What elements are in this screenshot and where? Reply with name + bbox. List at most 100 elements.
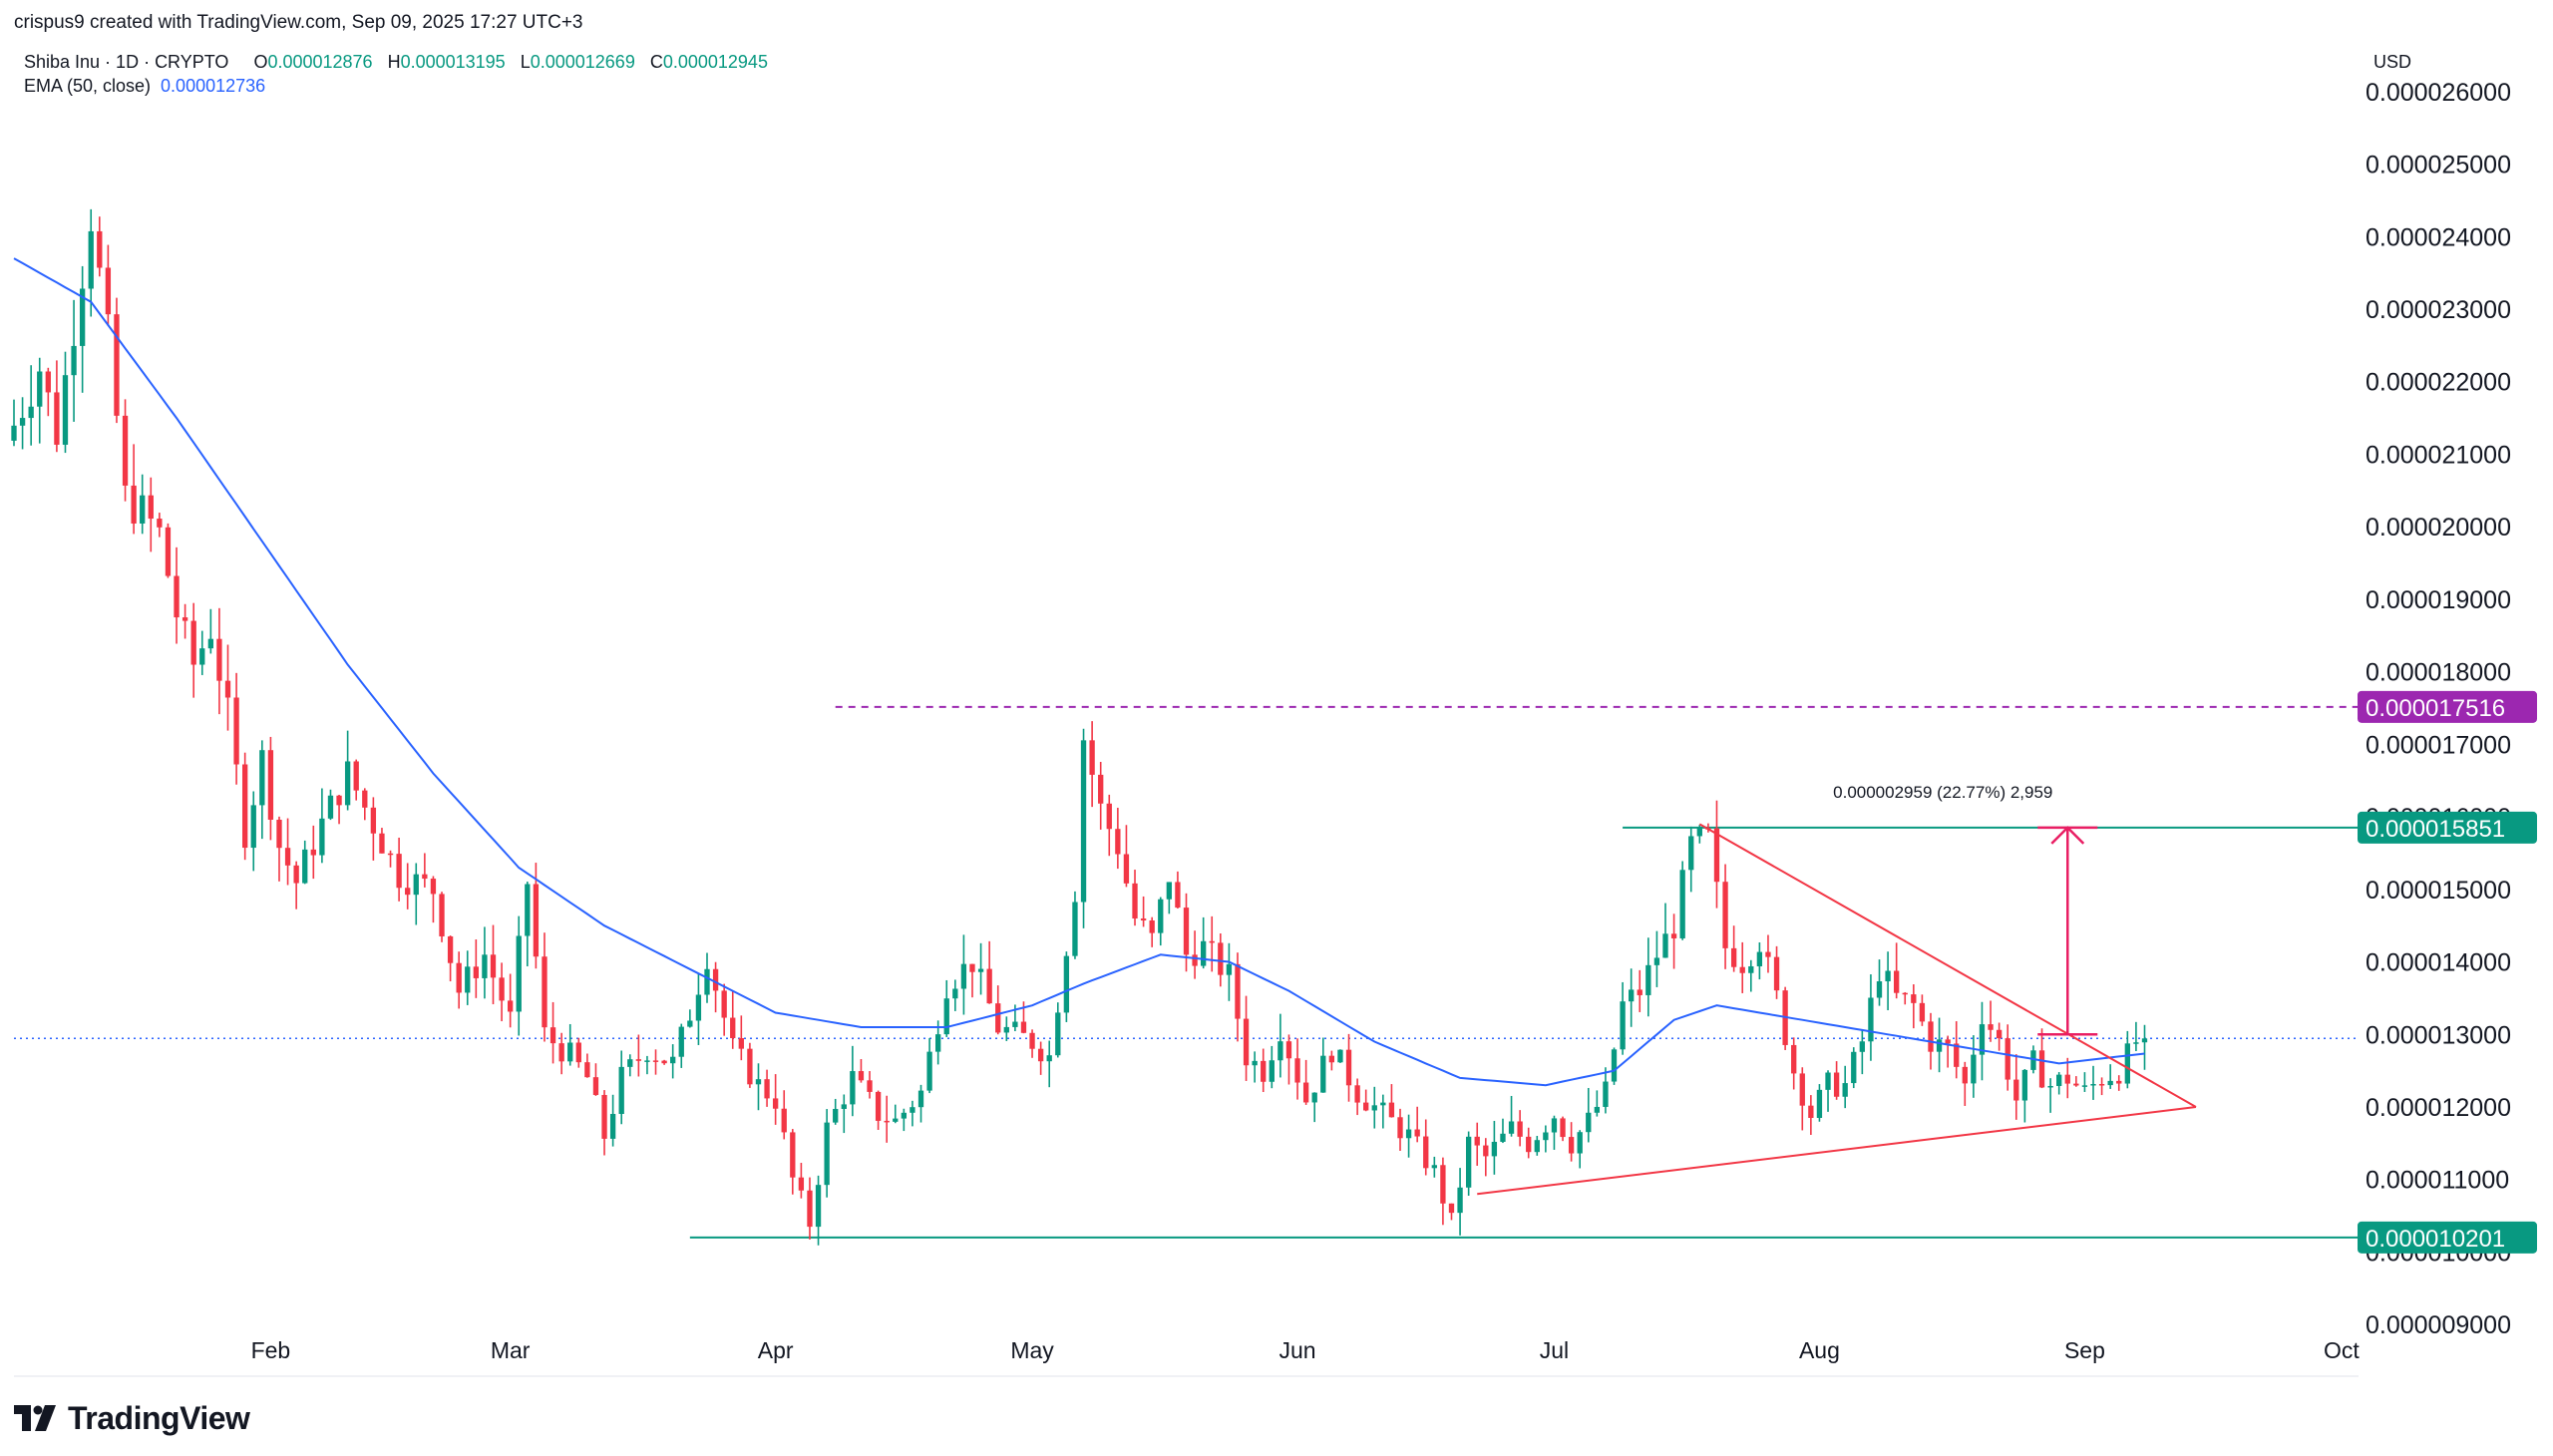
candle-body [721,990,727,1018]
candle-body [310,849,316,856]
candle-body [2073,1083,2079,1086]
candle-body [1115,829,1121,855]
candle-body [1713,828,1720,883]
close-label: C [649,52,663,72]
candle-body [1696,828,1702,837]
candle-body [884,1120,890,1123]
candle-body [1448,1203,1455,1214]
candle-body [1243,1018,1250,1066]
price-chart[interactable]: 0.000002959 (22.77%) 2,959 0.000026000 0.… [0,0,2553,1396]
candle-body [11,425,17,441]
candle-body [1902,992,1908,995]
candle-body [1508,1121,1515,1134]
candle-body [1201,940,1207,966]
candle-body [1894,970,1900,993]
candle-body [2021,1069,2028,1101]
candle-body [1876,981,1883,998]
candle-body [592,1077,599,1095]
candle-body [2116,1080,2122,1084]
candle-body [1756,951,1763,966]
candle-body [1962,1066,1968,1084]
horizontal-levels [14,705,2359,1239]
candle-body [1080,740,1087,903]
open-value: 0.000012876 [267,52,373,72]
candle-body [772,1098,779,1109]
candle-body [439,894,445,936]
candle-body [1388,1102,1395,1118]
candle-body [1594,1106,1601,1113]
candle-body [704,968,710,995]
candle-body [1285,1041,1292,1059]
ema-label[interactable]: EMA (50, close) [24,76,152,96]
chart-credit: crispus9 created with TradingView.com, S… [14,12,583,33]
candle-body [1799,1073,1805,1106]
candle-body [353,761,359,791]
candle-body [2081,1085,2088,1087]
candle-body [1534,1140,1540,1153]
y-tick-label: 0.000022000 [2366,369,2511,397]
candle-body [1543,1132,1549,1141]
price-tag [2358,690,2537,723]
candle-body [2141,1038,2148,1043]
tradingview-logo-icon [14,1405,56,1431]
candle-body [1371,1105,1377,1111]
y-tick-label: 0.000018000 [2366,659,2511,687]
candle-body [635,1059,642,1061]
candle-body [1063,955,1070,1013]
candle-body [302,849,308,884]
candle-body [1517,1121,1523,1137]
candle-body [1037,1048,1044,1062]
ema-value: 0.000012736 [161,76,266,96]
y-tick-label: 0.000017000 [2366,731,2511,759]
candle-body [1123,854,1130,884]
ema-line-path [13,257,2145,1087]
candle-body [2064,1074,2070,1084]
candle-body [370,807,377,834]
candle-body [62,375,69,445]
candle-body [1526,1136,1532,1153]
candle-body [764,1079,770,1099]
candle-body [1500,1133,1506,1142]
candle-body [712,968,719,991]
price-tags: 0.000017516 0.000015851 0.000010201 [2358,690,2537,1254]
candle-body [1046,1055,1052,1062]
candle-body [687,1020,693,1027]
candle-body [841,1104,847,1109]
x-tick-label: Sep [2064,1337,2105,1363]
symbol-label[interactable]: Shiba Inu · 1D · CRYPTO [24,52,229,72]
price-tag-label: 0.000010201 [2366,1226,2505,1253]
candle-body [1568,1137,1575,1154]
candle-body [1996,1029,2003,1039]
candle-body [447,935,454,963]
candle-body [567,1042,573,1062]
candle-body [1833,1072,1840,1097]
candle-body [1936,1039,1943,1052]
candle-body [584,1062,590,1078]
y-tick-label: 0.000011000 [2366,1167,2509,1195]
candle-body [2005,1038,2010,1080]
candle-body [1868,997,1874,1042]
candle-body [1337,1049,1343,1063]
x-tick-label: Jun [1278,1337,1315,1363]
candle-body [1765,951,1771,957]
candle-body [1954,1043,1960,1067]
candle-body [1919,1002,1926,1022]
candle-body [1885,970,1891,982]
candle-body [1586,1112,1592,1133]
candle-body [549,1027,556,1044]
candle-body [2133,1042,2139,1044]
measure-label: 0.000002959 (22.77%) 2,959 [1833,783,2052,802]
candle-body [2107,1080,2113,1086]
candle-body [575,1042,581,1063]
candle-body [850,1071,856,1105]
ema-line [13,257,2145,1087]
candle-body [267,750,274,820]
candle-body [1739,966,1745,973]
brand: TradingView [14,1398,250,1438]
candle-body [45,371,51,393]
currency-label[interactable]: USD [2373,52,2412,72]
candle-body [1491,1141,1498,1157]
candle-body [250,805,256,849]
candle-body [2056,1074,2062,1086]
candle-body [28,406,34,419]
